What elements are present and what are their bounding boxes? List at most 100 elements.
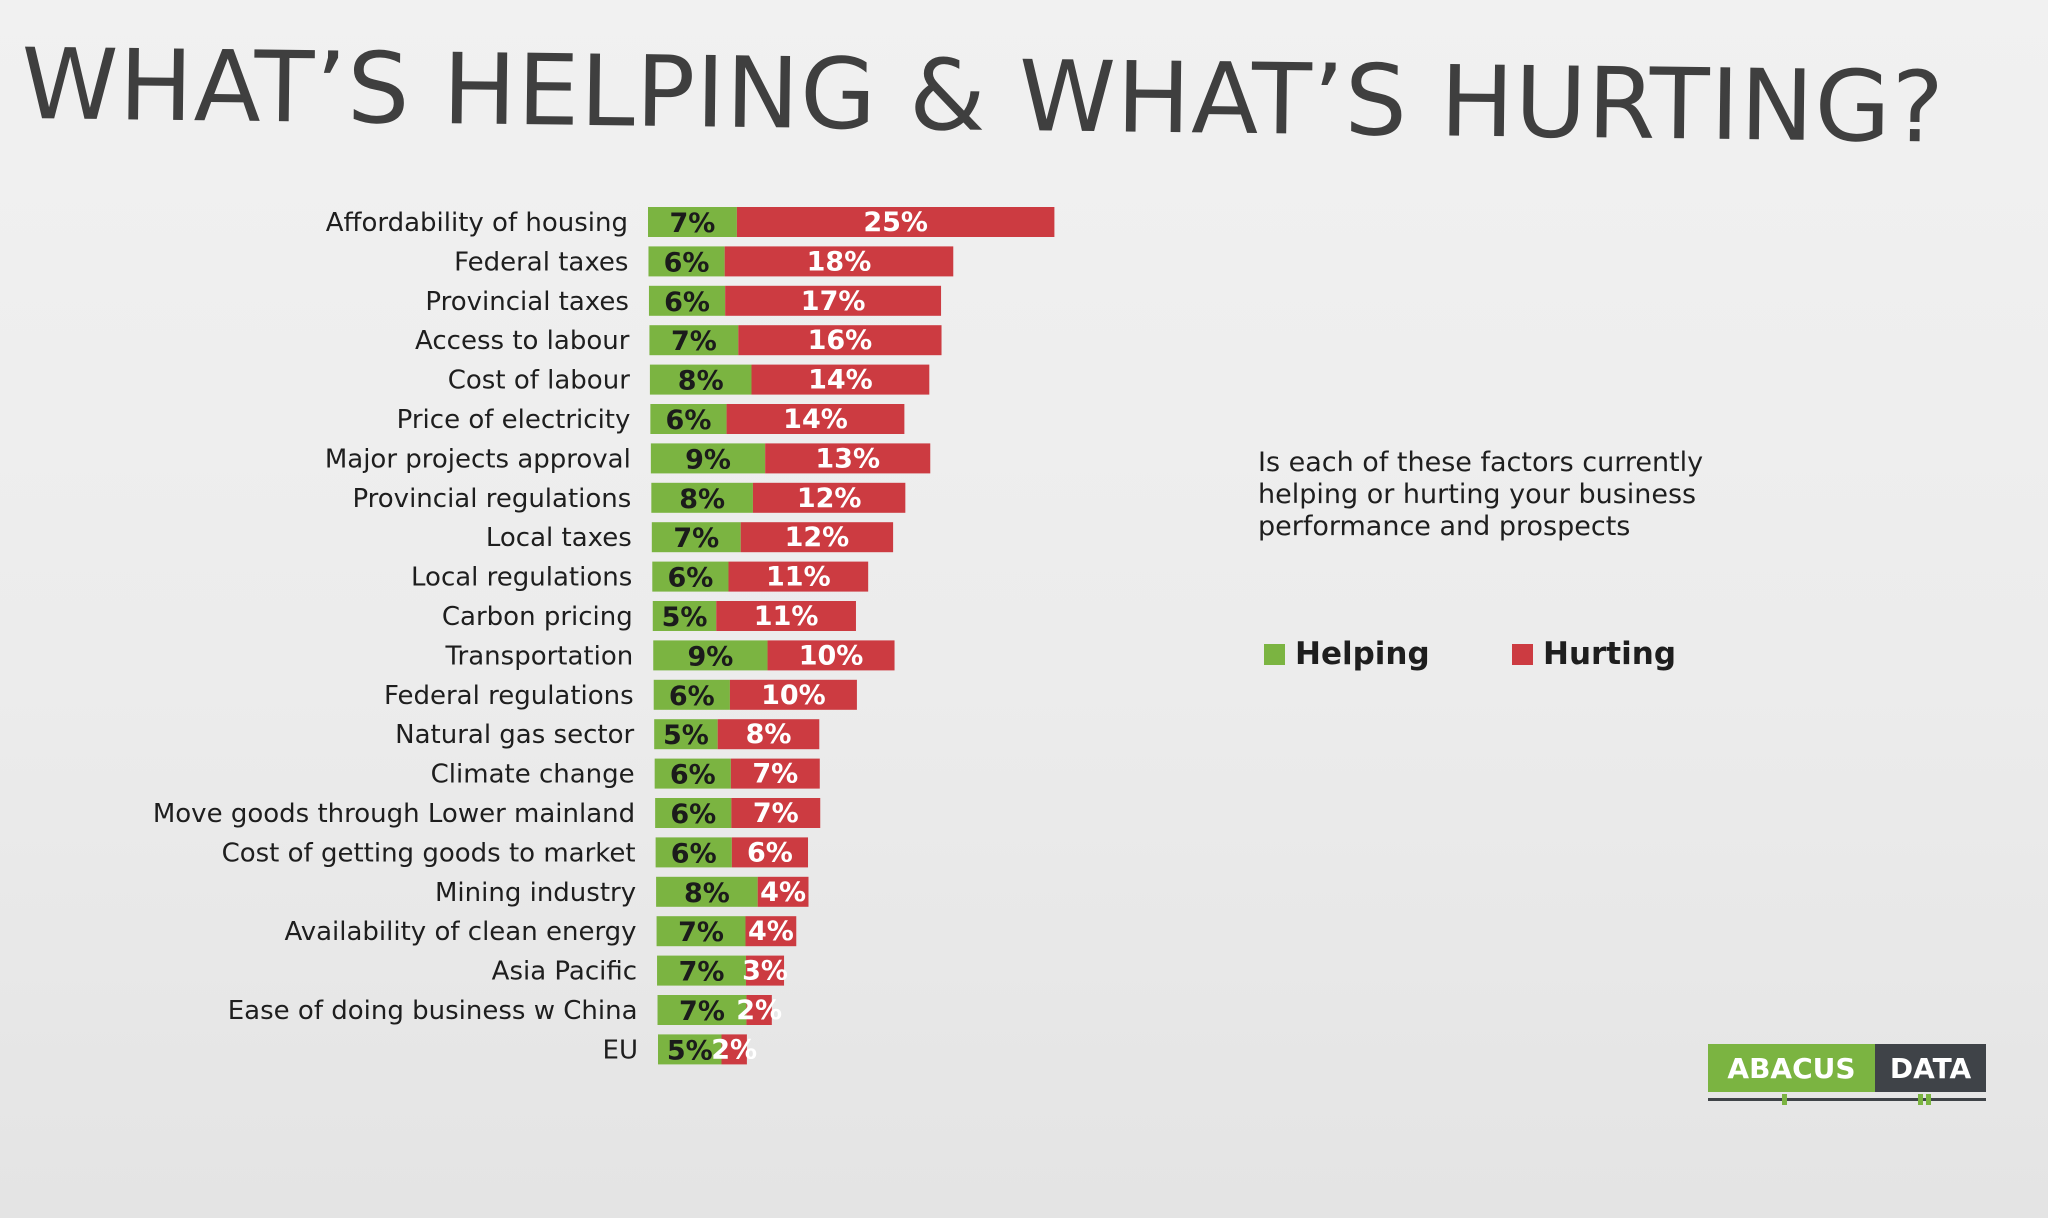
legend-hurting-label: Hurting (1543, 636, 1677, 672)
bar-helping-cost-of-getting-goods-to-market (655, 837, 732, 868)
value-hurting-climate-change: 7% (752, 759, 798, 790)
category-label-local-taxes: Local taxes (486, 523, 632, 553)
category-label-provincial-taxes: Provincial taxes (425, 287, 629, 317)
value-helping-carbon-pricing: 5% (662, 602, 708, 633)
value-helping-transportation: 9% (687, 641, 733, 672)
bar-hurting-affordability-of-housing (736, 207, 1055, 237)
value-helping-ease-of-doing-business-w-china: 7% (679, 996, 725, 1027)
category-label-provincial-regulations: Provincial regulations (352, 484, 631, 514)
value-hurting-mining-industry: 4% (760, 877, 806, 908)
bar-helping-provincial-regulations (651, 482, 753, 513)
bar-helping-eu (658, 1034, 722, 1065)
value-helping-access-to-labour: 7% (671, 326, 717, 357)
value-hurting-price-of-electricity: 14% (783, 404, 848, 435)
bar-helping-federal-regulations (653, 679, 730, 710)
value-hurting-natural-gas-sector: 8% (746, 719, 792, 750)
value-helping-availability-of-clean-energy: 7% (678, 917, 724, 948)
value-helping-climate-change: 6% (670, 760, 716, 791)
bar-hurting-move-goods-through-lower-mainland (731, 798, 821, 828)
category-label-eu: EU (603, 1035, 638, 1065)
value-hurting-major-projects-approval: 13% (815, 443, 880, 474)
category-label-move-goods-through-lower-mainland: Move goods through Lower mainland (153, 799, 635, 829)
bar-hurting-major-projects-approval (765, 443, 931, 474)
value-hurting-transportation: 10% (799, 640, 864, 671)
category-label-federal-taxes: Federal taxes (454, 247, 628, 277)
value-hurting-availability-of-clean-energy: 4% (748, 916, 794, 947)
value-hurting-move-goods-through-lower-mainland: 7% (753, 798, 799, 829)
bar-helping-carbon-pricing (652, 601, 717, 631)
value-hurting-carbon-pricing: 11% (754, 601, 819, 632)
bar-helping-access-to-labour (649, 325, 739, 356)
category-label-cost-of-labour: Cost of labour (448, 366, 630, 396)
bar-hurting-cost-of-getting-goods-to-market (731, 837, 809, 868)
value-helping-cost-of-getting-goods-to-market: 6% (671, 838, 717, 869)
bar-helping-climate-change (654, 758, 731, 789)
bar-helping-affordability-of-housing (648, 207, 737, 237)
bar-helping-local-taxes (651, 522, 741, 553)
category-label-transportation: Transportation (444, 641, 633, 671)
bar-hurting-provincial-taxes (725, 285, 942, 316)
bar-hurting-carbon-pricing (716, 601, 856, 631)
value-helping-cost-of-labour: 8% (678, 366, 724, 397)
bar-helping-move-goods-through-lower-mainland (655, 798, 732, 828)
category-label-major-projects-approval: Major projects approval (325, 444, 631, 474)
value-hurting-federal-taxes: 18% (807, 246, 872, 277)
value-hurting-affordability-of-housing: 25% (863, 207, 928, 238)
category-label-local-regulations: Local regulations (411, 563, 632, 593)
value-helping-mining-industry: 8% (684, 878, 730, 909)
value-hurting-asia-pacific: 3% (742, 956, 788, 987)
question-text: Is each of these factors currently helpi… (1258, 447, 1704, 542)
category-label-availability-of-clean-energy: Availability of clean energy (284, 917, 636, 947)
category-label-natural-gas-sector: Natural gas sector (395, 720, 634, 750)
category-label-carbon-pricing: Carbon pricing (442, 602, 633, 632)
logo-left-text: ABACUS (1708, 1044, 1875, 1092)
legend-hurting: Hurting (1512, 636, 1676, 672)
value-hurting-eu: 2% (711, 1034, 757, 1065)
bar-hurting-local-taxes (740, 522, 894, 553)
legend-helping-swatch (1264, 643, 1285, 665)
value-hurting-cost-of-getting-goods-to-market: 6% (747, 837, 793, 868)
logo-underline (1708, 1092, 1986, 1106)
category-label-ease-of-doing-business-w-china: Ease of doing business w China (228, 996, 638, 1026)
legend-helping-label: Helping (1295, 636, 1430, 672)
value-helping-eu: 5% (667, 1035, 713, 1066)
bar-helping-provincial-taxes (648, 285, 726, 316)
value-helping-price-of-electricity: 6% (666, 405, 712, 436)
value-hurting-local-regulations: 11% (766, 562, 831, 593)
category-label-mining-industry: Mining industry (435, 878, 636, 908)
bar-helping-major-projects-approval (650, 443, 766, 474)
bar-hurting-access-to-labour (738, 325, 942, 356)
bar-hurting-provincial-regulations (752, 482, 906, 513)
value-helping-provincial-taxes: 6% (664, 287, 710, 318)
value-hurting-federal-regulations: 10% (761, 680, 826, 711)
bar-hurting-federal-taxes (724, 246, 954, 277)
value-hurting-local-taxes: 12% (785, 522, 850, 553)
bar-helping-asia-pacific (657, 955, 746, 986)
bar-hurting-climate-change (730, 758, 820, 789)
value-helping-move-goods-through-lower-mainland: 6% (670, 799, 716, 830)
value-helping-federal-regulations: 6% (669, 681, 715, 712)
category-label-climate-change: Climate change (431, 760, 635, 790)
bar-helping-price-of-electricity (650, 404, 727, 434)
category-label-cost-of-getting-goods-to-market: Cost of getting goods to market (222, 838, 636, 868)
bar-hurting-cost-of-labour (751, 364, 930, 395)
bar-helping-availability-of-clean-energy (656, 916, 746, 947)
bar-helping-ease-of-doing-business-w-china (657, 995, 747, 1025)
value-helping-provincial-regulations: 8% (679, 484, 725, 515)
bar-hurting-availability-of-clean-energy (745, 916, 797, 947)
abacus-data-logo: ABACUS DATA (1708, 1044, 1986, 1106)
bar-hurting-mining-industry (757, 876, 809, 907)
bar-hurting-federal-regulations (729, 679, 857, 710)
bar-hurting-eu (721, 1034, 747, 1065)
bar-helping-mining-industry (656, 876, 758, 907)
value-hurting-provincial-taxes: 17% (801, 286, 866, 317)
logo-right-text: DATA (1875, 1044, 1986, 1092)
value-hurting-ease-of-doing-business-w-china: 2% (736, 995, 782, 1026)
bar-hurting-asia-pacific (745, 955, 785, 986)
bars (648, 207, 1055, 1065)
category-label-access-to-labour: Access to labour (415, 326, 630, 356)
value-hurting-provincial-regulations: 12% (797, 483, 862, 514)
category-label-federal-regulations: Federal regulations (384, 681, 634, 711)
category-label-affordability-of-housing: Affordability of housing (326, 208, 628, 238)
